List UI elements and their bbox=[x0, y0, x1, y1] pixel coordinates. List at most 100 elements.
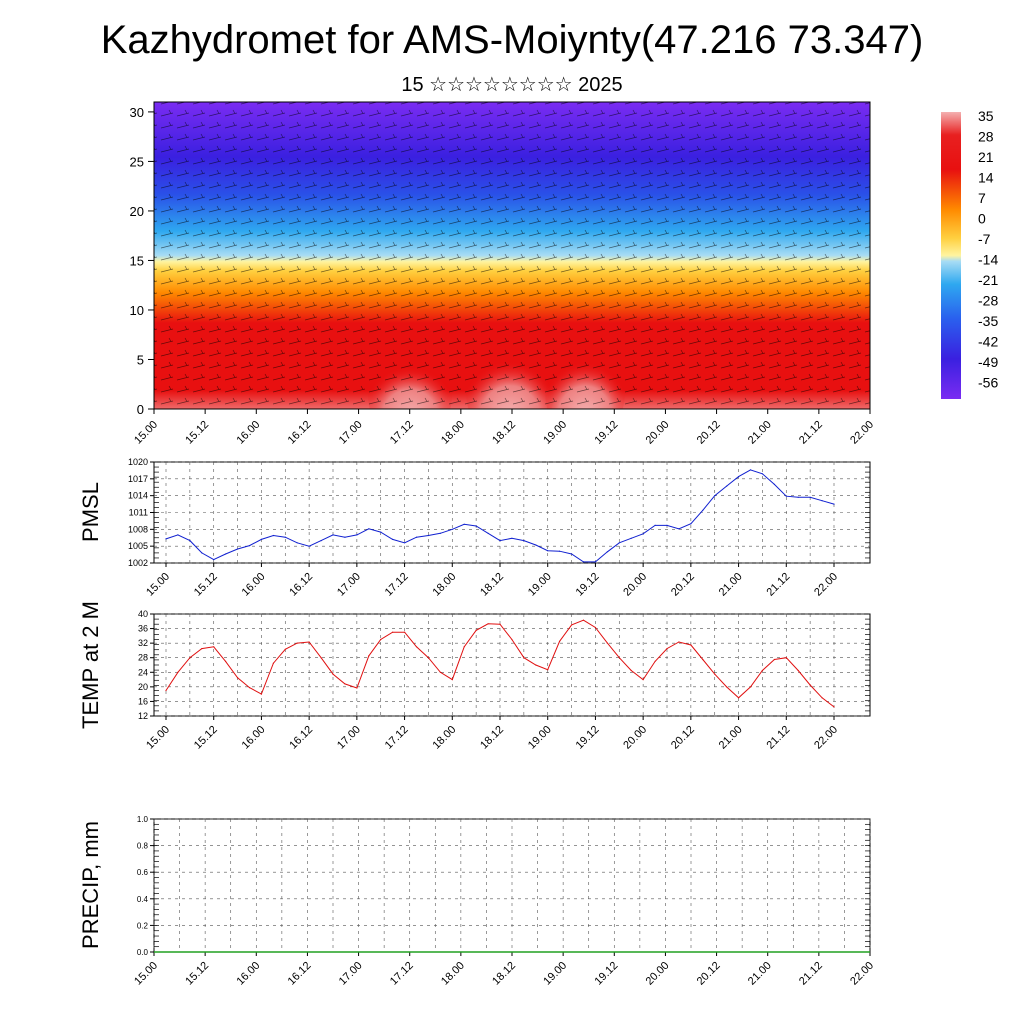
data-point bbox=[642, 533, 644, 535]
data-point bbox=[702, 658, 704, 661]
x-tick-label: 15.12 bbox=[183, 960, 211, 988]
x-tick-label: 21.12 bbox=[797, 419, 825, 447]
data-point bbox=[821, 697, 823, 699]
x-tick-label: 20.00 bbox=[621, 571, 649, 599]
x-tick-label: 18.00 bbox=[430, 724, 458, 752]
data-point bbox=[761, 473, 764, 475]
data-point bbox=[427, 534, 429, 537]
data-point bbox=[559, 550, 561, 552]
x-tick-label: 15.12 bbox=[192, 571, 220, 599]
data-point bbox=[237, 677, 239, 679]
x-tick-label: 17.00 bbox=[335, 571, 363, 599]
x-tick-label: 19.12 bbox=[574, 571, 602, 599]
data-point bbox=[308, 641, 310, 643]
data-point bbox=[248, 687, 251, 689]
colorbar-label: 21 bbox=[978, 149, 994, 165]
data-point bbox=[237, 548, 239, 550]
data-point bbox=[463, 523, 465, 525]
x-tick-label: 21.00 bbox=[717, 724, 745, 752]
data-point bbox=[809, 496, 811, 498]
data-point bbox=[248, 545, 251, 547]
data-point bbox=[475, 525, 477, 527]
y-tick-label: 0.6 bbox=[137, 868, 149, 877]
y-tick-label: 15 bbox=[130, 253, 144, 268]
data-point bbox=[165, 538, 167, 540]
x-tick-label: 16.12 bbox=[286, 419, 314, 447]
y-tick-label: 1017 bbox=[128, 474, 148, 484]
x-tick-label: 18.12 bbox=[490, 419, 518, 447]
data-point bbox=[547, 669, 549, 671]
colorbar-gradient bbox=[941, 112, 961, 399]
x-tick-label: 16.00 bbox=[234, 419, 262, 447]
data-point bbox=[201, 648, 203, 650]
x-tick-label: 16.12 bbox=[286, 960, 314, 988]
x-tick-label: 18.12 bbox=[490, 960, 518, 988]
colorbar-label: 14 bbox=[978, 170, 994, 186]
data-point bbox=[606, 642, 609, 644]
x-tick-label: 15.00 bbox=[144, 724, 172, 752]
data-point bbox=[332, 534, 334, 536]
data-point bbox=[630, 669, 632, 672]
data-point bbox=[451, 679, 453, 681]
x-tick-label: 20.12 bbox=[695, 419, 723, 447]
x-tick-label: 15.12 bbox=[192, 724, 220, 752]
data-point bbox=[606, 551, 609, 553]
x-tick-label: 21.12 bbox=[797, 960, 825, 988]
y-tick-label: 1.0 bbox=[137, 815, 149, 824]
data-point bbox=[368, 528, 370, 530]
data-point bbox=[213, 559, 215, 561]
colorbar-label: 35 bbox=[978, 108, 994, 124]
x-tick-label: 21.00 bbox=[746, 960, 774, 988]
data-point bbox=[547, 550, 549, 552]
x-tick-label: 21.12 bbox=[764, 571, 792, 599]
y-tick-label: 10 bbox=[130, 303, 144, 318]
colorbar-label: -42 bbox=[978, 334, 998, 350]
y-tick-label: 5 bbox=[137, 352, 144, 367]
y-tick-label: 1014 bbox=[128, 491, 148, 501]
data-point bbox=[415, 646, 418, 648]
y-tick-label: 20 bbox=[138, 682, 148, 692]
data-point bbox=[523, 657, 525, 659]
precip-panel: 0.0 0.2 0.4 0.6 0.8 1.0 15.00 15.12 16.00 16.12 17… bbox=[78, 815, 876, 988]
x-tick-label: 17.00 bbox=[337, 419, 365, 447]
data-point bbox=[487, 532, 489, 534]
x-tick-label: 20.12 bbox=[695, 960, 723, 988]
x-tick-label: 15.00 bbox=[144, 571, 172, 599]
data-point bbox=[714, 673, 716, 675]
y-tick-label: 40 bbox=[138, 609, 148, 619]
data-point bbox=[177, 671, 179, 673]
colorbar: 35 28 21 14 7 0 -7 -14 -21 -28 -35 -42 -49 -56 bbox=[941, 108, 998, 399]
y-tick-label: 16 bbox=[138, 696, 148, 706]
data-point bbox=[738, 476, 740, 478]
data-point bbox=[201, 552, 203, 554]
data-point bbox=[475, 629, 477, 632]
y-tick-label: 1020 bbox=[128, 457, 148, 467]
x-tick-label: 20.12 bbox=[669, 724, 697, 752]
x-tick-label: 17.12 bbox=[383, 724, 411, 752]
data-point bbox=[535, 544, 537, 546]
data-point bbox=[272, 662, 274, 664]
data-point bbox=[380, 531, 382, 533]
x-tick-label: 18.00 bbox=[430, 571, 458, 599]
colorbar-label: -49 bbox=[978, 354, 998, 370]
data-point bbox=[439, 532, 441, 534]
data-point bbox=[415, 536, 418, 538]
data-point bbox=[296, 542, 298, 544]
x-tick-label: 22.00 bbox=[812, 571, 840, 599]
page-subtitle: 15 ☆☆☆☆☆☆☆☆ 2025 bbox=[401, 74, 623, 96]
y-tick-label: 0 bbox=[137, 402, 144, 417]
data-point bbox=[308, 545, 310, 547]
data-point bbox=[821, 500, 823, 502]
data-point bbox=[726, 485, 728, 487]
x-tick-label: 20.12 bbox=[669, 571, 697, 599]
x-tick-label: 22.00 bbox=[848, 960, 876, 988]
y-axis-label: PMSL bbox=[78, 482, 103, 542]
data-point bbox=[225, 553, 227, 555]
data-point bbox=[785, 495, 787, 497]
data-point bbox=[356, 534, 358, 536]
data-point bbox=[690, 523, 692, 525]
colorbar-label: -28 bbox=[978, 293, 998, 309]
data-point bbox=[225, 660, 227, 663]
data-point bbox=[177, 534, 179, 536]
